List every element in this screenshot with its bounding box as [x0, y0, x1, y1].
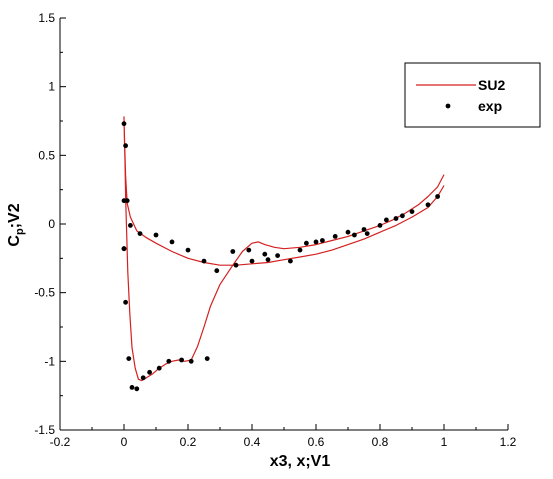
data-point-exp	[126, 356, 132, 361]
y-tick-label: -0.5	[34, 286, 55, 300]
legend-swatch-exp	[445, 103, 451, 109]
x-tick-label: 0.2	[180, 435, 197, 449]
y-tick-label: -1	[44, 354, 55, 368]
data-point-exp	[214, 268, 220, 274]
x-axis-label: x3, x;V1	[270, 453, 331, 470]
data-point-exp	[400, 213, 405, 219]
data-point-exp	[204, 356, 210, 361]
data-point-exp	[320, 238, 325, 243]
x-tick-label: 1.2	[500, 435, 517, 449]
data-point-exp	[156, 365, 162, 371]
data-point-exp	[127, 223, 133, 228]
data-point-exp	[313, 239, 319, 245]
x-axis: -0.2 0 0.2 0.4 0.6 0.8 1 1.2	[50, 424, 517, 449]
data-point-exp	[352, 232, 357, 238]
legend-label-su2: SU2	[478, 77, 505, 93]
data-point-exp	[384, 217, 389, 223]
data-point-exp	[185, 247, 191, 253]
y-axis-label-rest: ;V2	[6, 203, 23, 228]
legend: SU2 exp	[404, 62, 541, 128]
data-point-exp	[153, 232, 159, 238]
data-point-exp	[121, 198, 127, 204]
legend-label-exp: exp	[478, 98, 502, 114]
data-point-exp	[304, 240, 309, 246]
data-point-exp	[123, 299, 128, 305]
data-point-exp	[345, 229, 351, 235]
data-point-exp	[393, 216, 399, 221]
series-layer	[121, 116, 445, 392]
data-point-exp	[409, 209, 415, 215]
data-point-exp	[137, 231, 143, 237]
data-point-exp	[297, 247, 303, 253]
x-tick-label: 1	[441, 435, 448, 449]
x-tick-label: 0.4	[244, 435, 261, 449]
x-tick-label: -0.2	[50, 435, 71, 449]
y-tick-label: 1.5	[38, 11, 55, 25]
data-point-exp	[246, 247, 252, 253]
data-point-exp	[147, 369, 153, 375]
data-point-exp	[233, 262, 239, 268]
data-point-exp	[134, 386, 140, 392]
data-point-exp	[249, 258, 255, 264]
data-point-exp	[377, 223, 383, 228]
x-tick-label: 0	[121, 435, 128, 449]
data-point-exp	[275, 253, 280, 258]
y-tick-label: -1.5	[34, 423, 55, 437]
data-point-exp	[288, 258, 293, 264]
data-point-exp	[121, 246, 127, 252]
data-point-exp	[364, 231, 370, 237]
data-point-exp	[262, 251, 268, 257]
y-axis-label: Cp;V2	[6, 203, 26, 246]
y-tick-label: 0	[48, 217, 55, 231]
x-tick-label: 0.8	[372, 435, 389, 449]
data-point-exp	[179, 357, 185, 363]
data-point-exp	[169, 239, 175, 245]
legend-box	[404, 62, 541, 128]
y-axis: -1.5 -1 -0.5 0 0.5 1 1.5	[34, 11, 66, 437]
data-point-exp	[121, 121, 127, 127]
y-tick-label: 1	[48, 80, 55, 94]
data-point-exp	[201, 258, 207, 264]
data-point-exp	[166, 358, 172, 364]
data-point-exp	[425, 202, 431, 208]
data-point-exp	[435, 194, 440, 199]
data-point-exp	[265, 257, 271, 263]
x-tick-label: 0.6	[308, 435, 325, 449]
y-axis-label-subscript: p	[14, 228, 26, 235]
data-point-exp	[332, 234, 338, 239]
data-point-exp	[230, 249, 236, 254]
data-point-exp	[188, 358, 194, 364]
y-axis-label-main: C	[6, 235, 23, 247]
data-point-exp	[140, 375, 146, 381]
series-line-su2	[123, 116, 445, 382]
y-tick-label: 0.5	[38, 148, 55, 162]
data-point-exp	[361, 227, 367, 232]
data-point-exp	[123, 143, 128, 149]
data-point-exp	[129, 385, 135, 390]
